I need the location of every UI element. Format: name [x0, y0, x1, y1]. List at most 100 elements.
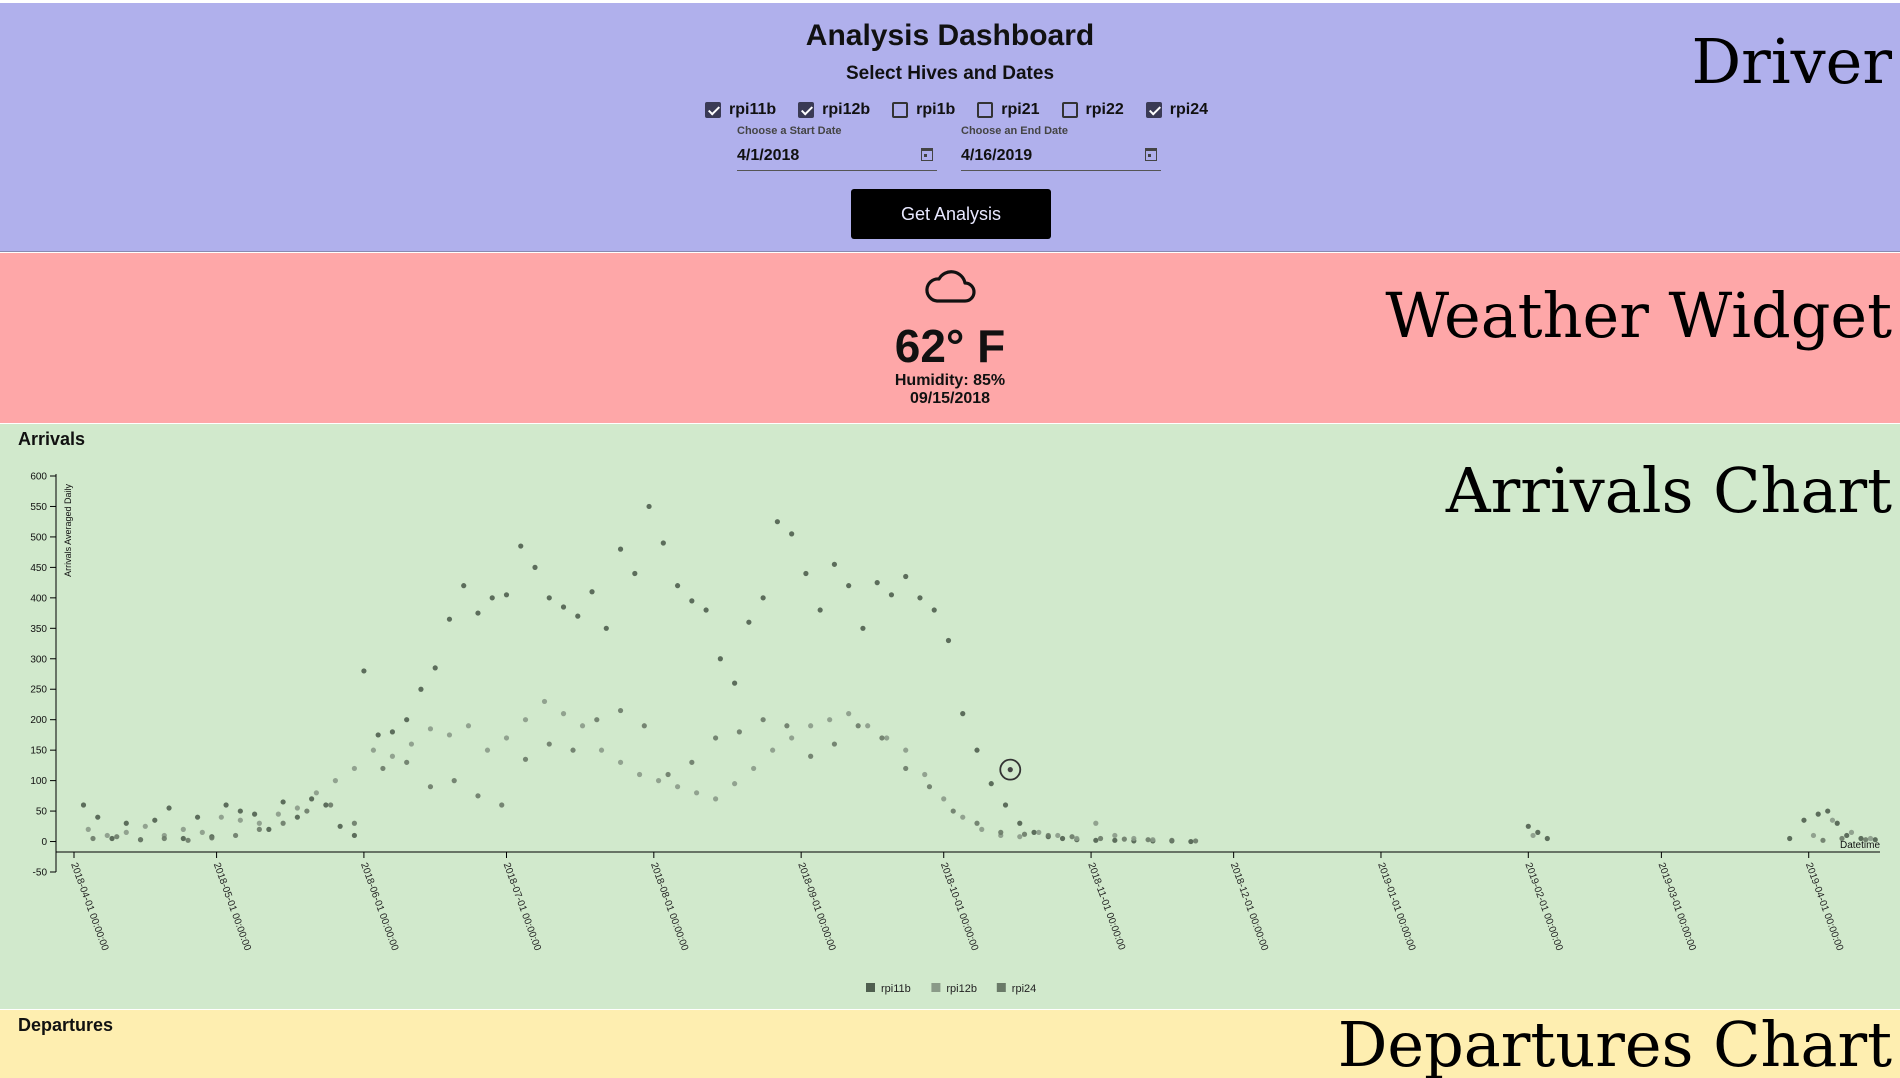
data-point-rpi12b	[370, 747, 377, 753]
end-date-input[interactable]: 4/16/2019	[961, 147, 1033, 164]
data-point-rpi24	[1045, 832, 1051, 839]
data-point-rpi11b	[1059, 835, 1066, 842]
data-point-rpi12b	[1017, 834, 1023, 840]
data-point-rpi12b	[713, 796, 719, 802]
legend-label-rpi11b: rpi11b	[881, 983, 911, 995]
data-point-rpi24	[499, 802, 505, 808]
data-point-rpi11b	[1834, 820, 1840, 826]
hive-label-rpi1b: rpi1b	[916, 101, 956, 118]
hive-checkbox-rpi1b[interactable]	[892, 102, 909, 118]
data-point-rpi11b	[689, 598, 695, 604]
data-point-rpi24	[570, 747, 576, 753]
data-point-rpi11b	[503, 592, 510, 598]
data-point-rpi12b	[674, 784, 681, 790]
hive-option-rpi1b[interactable]: rpi1b	[892, 101, 955, 119]
driver-panel: Analysis Dashboard Select Hives and Date…	[0, 3, 1900, 252]
data-point-rpi12b	[1131, 835, 1137, 842]
hive-option-rpi12b[interactable]: rpi12b	[798, 101, 870, 119]
start-date-input[interactable]: 4/1/2018	[737, 147, 800, 164]
hive-checkbox-rpi24[interactable]	[1145, 102, 1162, 118]
hive-option-rpi11b[interactable]: rpi11b	[705, 101, 776, 119]
hive-checkbox-rpi22[interactable]	[1061, 102, 1078, 118]
calendar-icon[interactable]	[1145, 148, 1157, 161]
data-point-rpi11b	[309, 796, 315, 802]
hive-option-rpi22[interactable]: rpi22	[1061, 101, 1124, 119]
legend-swatch-rpi12b	[931, 983, 941, 992]
data-point-rpi11b	[152, 817, 158, 823]
data-point-rpi11b	[560, 604, 567, 610]
data-point-rpi12b	[808, 723, 814, 729]
data-point-rpi11b	[1801, 817, 1807, 823]
start-date-label: Choose a Start Date	[737, 125, 842, 137]
data-point-rpi24	[641, 723, 647, 729]
data-point-rpi11b	[732, 680, 738, 686]
data-point-rpi11b	[817, 607, 823, 613]
data-point-rpi12b	[256, 820, 262, 826]
hive-option-rpi24[interactable]: rpi24	[1145, 101, 1208, 119]
data-point-rpi12b	[541, 698, 548, 705]
data-point-rpi24	[689, 759, 695, 765]
data-point-rpi24	[665, 771, 671, 778]
hive-option-rpi21[interactable]: rpi21	[977, 101, 1040, 119]
data-point-rpi11b	[717, 656, 723, 662]
data-point-rpi11b	[703, 607, 709, 613]
start-date-field[interactable]: Choose a Start Date 4/1/2018	[737, 125, 937, 171]
hive-checkbox-rpi21[interactable]	[977, 102, 994, 118]
chart-legend: rpi11b rpi12b rpi24	[866, 983, 1036, 995]
hive-checkbox-rpi12b[interactable]	[798, 102, 815, 118]
end-date-label: Choose an End Date	[961, 125, 1068, 137]
data-point-rpi24	[232, 832, 239, 839]
data-point-rpi24	[950, 808, 956, 814]
hive-checkbox-rpi11b[interactable]	[705, 102, 721, 118]
data-point-rpi24	[161, 835, 167, 842]
get-analysis-button[interactable]: Get Analysis	[851, 189, 1051, 239]
data-point-rpi11b	[774, 519, 780, 525]
data-point-rpi24	[328, 802, 334, 808]
data-point-rpi12b	[294, 805, 300, 811]
data-point-rpi24	[998, 829, 1004, 835]
data-point-rpi12b	[732, 781, 738, 787]
x-tick-label: 2019-01-01 00:00:00	[1375, 861, 1417, 952]
hive-label-rpi22: rpi22	[1085, 101, 1124, 118]
data-point-rpi24	[713, 735, 719, 741]
x-tick-label: 2018-06-01 00:00:00	[358, 861, 400, 952]
data-point-rpi12b	[1036, 829, 1042, 835]
data-point-rpi11b	[575, 613, 581, 619]
data-point-rpi11b	[1535, 829, 1541, 835]
data-point-rpi24	[855, 723, 861, 729]
data-point-rpi12b	[789, 735, 795, 741]
data-point-rpi12b	[1074, 835, 1080, 842]
highlight-point	[1007, 767, 1013, 773]
data-point-rpi11b	[361, 668, 367, 674]
data-point-rpi11b	[1112, 837, 1118, 843]
data-point-rpi12b	[903, 747, 909, 753]
chart-points	[80, 503, 1878, 845]
data-point-rpi12b	[693, 790, 700, 796]
x-tick-label: 2018-10-01 00:00:00	[938, 861, 980, 952]
data-point-rpi11b	[418, 686, 424, 692]
data-point-rpi24	[351, 820, 358, 826]
cloud-icon	[925, 270, 976, 303]
data-point-rpi11b	[874, 580, 880, 586]
data-point-rpi12b	[941, 796, 947, 802]
data-point-rpi12b	[484, 747, 491, 753]
y-tick-label: 550	[30, 502, 47, 513]
calendar-icon[interactable]	[921, 148, 933, 161]
data-point-rpi12b	[1093, 820, 1099, 826]
data-point-rpi11b	[1017, 820, 1023, 826]
data-point-rpi11b	[1815, 811, 1821, 817]
data-point-rpi11b	[337, 823, 343, 829]
data-point-rpi11b	[1844, 832, 1850, 839]
data-point-rpi12b	[865, 723, 871, 729]
data-point-rpi11b	[846, 583, 852, 589]
driver-subtitle: Select Hives and Dates	[845, 63, 1055, 84]
data-point-rpi24	[594, 717, 600, 723]
departures-title: Departures	[18, 1015, 114, 1035]
data-point-rpi11b	[988, 781, 994, 787]
data-point-rpi24	[427, 784, 434, 790]
data-point-rpi24	[1069, 834, 1075, 840]
temperature: 62° F	[894, 320, 1006, 372]
legend-swatch-rpi24	[996, 983, 1006, 992]
x-tick-label: 2019-02-01 00:00:00	[1522, 861, 1564, 952]
end-date-field[interactable]: Choose an End Date 4/16/2019	[961, 125, 1161, 171]
